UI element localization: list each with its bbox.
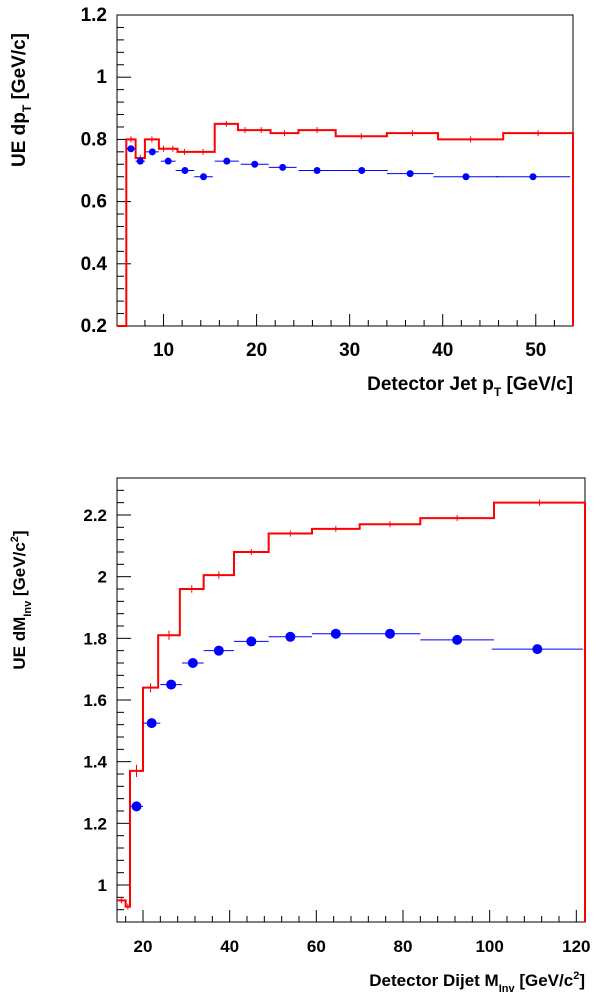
- data-point: [358, 167, 366, 174]
- y-tick-label: 2: [98, 568, 107, 587]
- y-tick-label: 1.6: [83, 691, 107, 710]
- y-tick-label: 2.2: [83, 506, 107, 525]
- x-axis-label: Detector Dijet MInv [GeV/c2]: [369, 970, 585, 995]
- x-axis-label: Detector Jet pT [GeV/c]: [367, 374, 573, 399]
- x-tick-label: 60: [307, 937, 326, 956]
- data-point: [406, 170, 414, 178]
- y-axis-label: UE dMInv [GeV/c2]: [9, 530, 34, 669]
- x-tick-label: 20: [246, 340, 267, 361]
- y-tick-label: 0.2: [81, 316, 107, 337]
- y-tick-label: 0.4: [81, 254, 108, 275]
- x-tick-label: 100: [475, 937, 503, 956]
- y-tick-label: 1: [98, 876, 107, 895]
- data-point: [285, 631, 296, 642]
- data-point: [187, 658, 198, 668]
- y-tick-label: 1.2: [81, 5, 107, 26]
- data-point: [529, 173, 537, 181]
- y-tick-label: 0.8: [81, 129, 107, 150]
- y-tick-label: 1.4: [83, 753, 107, 772]
- y-tick-label: 0.6: [81, 192, 107, 213]
- data-point: [166, 679, 177, 690]
- data-point: [452, 634, 463, 645]
- series-step-line: [117, 122, 574, 327]
- data-point: [251, 160, 259, 168]
- chart-2: 20 40 60 80 100 120 1 1.2 1.4 1.6 1.8 2 2.2 Detector …: [9, 477, 591, 995]
- y-tick-label: 1.2: [83, 814, 107, 833]
- x-tick-label: 10: [153, 340, 174, 361]
- data-point: [330, 628, 341, 639]
- chart-1: 10 20 30 40 50 0.2 0.4 0.6 0.8 1 1.2 Detector Jet p…: [9, 5, 574, 399]
- plot-frame: [116, 477, 586, 923]
- x-tick-label: 40: [432, 340, 453, 361]
- data-point: [136, 157, 144, 165]
- data-point: [462, 173, 470, 181]
- data-point: [279, 163, 287, 171]
- x-tick-label: 50: [525, 340, 546, 361]
- data-point: [181, 167, 189, 174]
- x-tick-label: 40: [220, 937, 239, 956]
- data-point: [131, 801, 142, 812]
- data-point: [148, 148, 156, 156]
- data-point: [532, 644, 543, 655]
- series-step-line: [117, 501, 586, 922]
- data-point: [200, 173, 208, 181]
- x-tick-label: 30: [339, 340, 360, 361]
- data-point: [213, 645, 224, 656]
- y-tick-label: 1.8: [83, 629, 107, 648]
- data-point: [313, 167, 321, 174]
- x-tick-label: 80: [394, 937, 413, 956]
- data-point: [146, 718, 157, 729]
- y-axis-label: UE dpT [GeV/c]: [9, 33, 34, 167]
- data-point: [164, 157, 172, 165]
- x-tick-label: 120: [562, 937, 590, 956]
- data-point: [246, 636, 257, 647]
- x-tick-label: 20: [134, 937, 153, 956]
- data-point: [223, 157, 231, 165]
- data-point: [127, 145, 135, 153]
- y-tick-label: 1: [96, 67, 107, 88]
- data-point: [385, 628, 395, 639]
